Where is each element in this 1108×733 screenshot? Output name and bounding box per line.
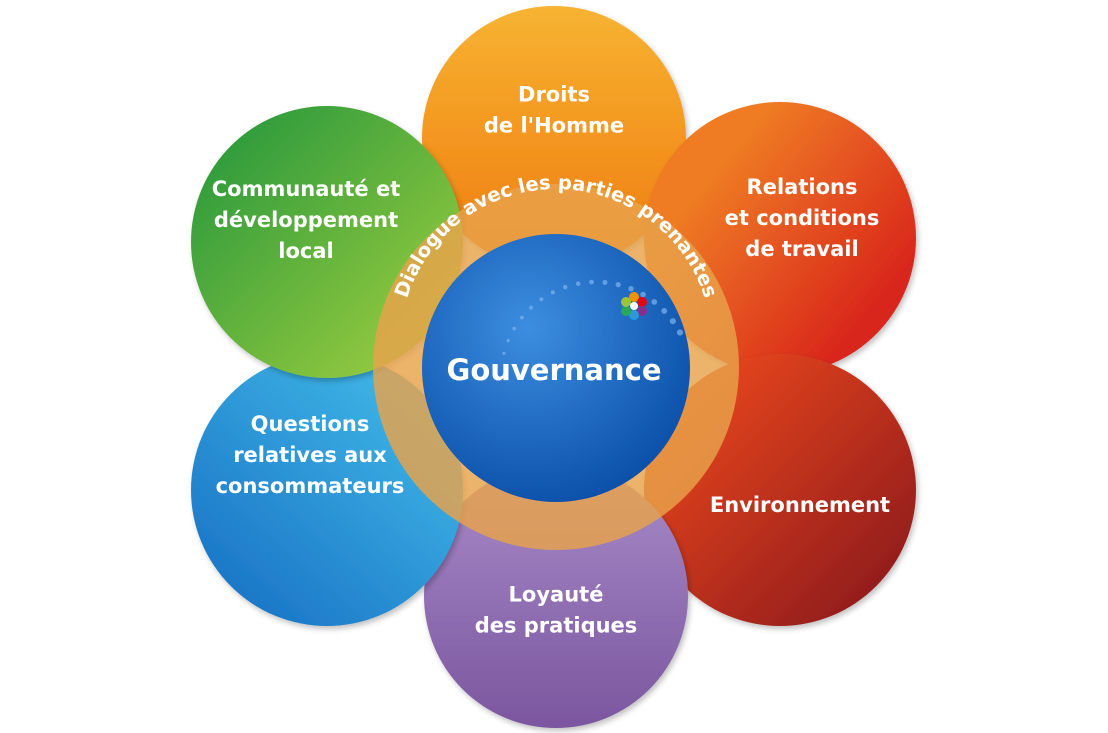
petal-label-line: de travail xyxy=(745,237,858,261)
petal-label-line: développement xyxy=(214,208,398,232)
petal-label-environnement: Environnement xyxy=(710,493,890,517)
decorative-dot xyxy=(669,318,676,325)
decorative-dot xyxy=(640,291,646,298)
decorative-dot xyxy=(550,290,556,295)
petal-label-line: local xyxy=(278,239,333,263)
petal-label-line: de l'Homme xyxy=(484,114,624,138)
decorative-dot xyxy=(589,279,594,285)
petal-label-droits-homme: Droits de l'Homme xyxy=(484,83,624,138)
decorative-dot xyxy=(661,307,668,314)
petal-label-line: consommateurs xyxy=(216,474,405,498)
petal-label-line: des pratiques xyxy=(475,614,638,638)
decorative-dot xyxy=(615,282,621,288)
decorative-dot xyxy=(602,279,608,285)
decorative-dots xyxy=(502,279,684,355)
petal-label-relations-travail: Relations et conditions de travail xyxy=(725,175,880,261)
petal-label-line: Loyauté xyxy=(509,583,604,607)
petal-label-communaute-developpement: Communauté et développement local xyxy=(212,177,401,263)
center-label: Gouvernance xyxy=(447,353,662,387)
decorative-dot xyxy=(519,315,524,320)
decorative-dot xyxy=(539,297,544,302)
petal-label-line: Droits xyxy=(518,83,590,107)
petal-label-line: Relations xyxy=(747,175,858,199)
decorative-dot xyxy=(512,326,517,331)
decorative-dot xyxy=(676,329,684,336)
decorative-dot xyxy=(562,284,568,290)
petal-label-line: Environnement xyxy=(710,493,890,517)
petal-label-loyaute-pratiques: Loyauté des pratiques xyxy=(475,583,638,638)
petal-label-questions-consommateurs: Questions relatives aux consommateurs xyxy=(216,412,405,498)
decorative-dot xyxy=(575,281,581,287)
decorative-dot xyxy=(506,338,510,343)
flower-logo-icon xyxy=(621,292,647,320)
decorative-dot xyxy=(651,299,658,305)
decorative-dot xyxy=(628,285,634,292)
petal-label-line: et conditions xyxy=(725,206,880,230)
petal-label-line: relatives aux xyxy=(233,443,387,467)
petal-label-line: Communauté et xyxy=(212,177,401,201)
decorative-dot xyxy=(529,305,533,310)
decorative-dot xyxy=(502,351,506,355)
petal-environnement: Environnement xyxy=(644,354,916,626)
petal-label-line: Questions xyxy=(251,412,370,436)
